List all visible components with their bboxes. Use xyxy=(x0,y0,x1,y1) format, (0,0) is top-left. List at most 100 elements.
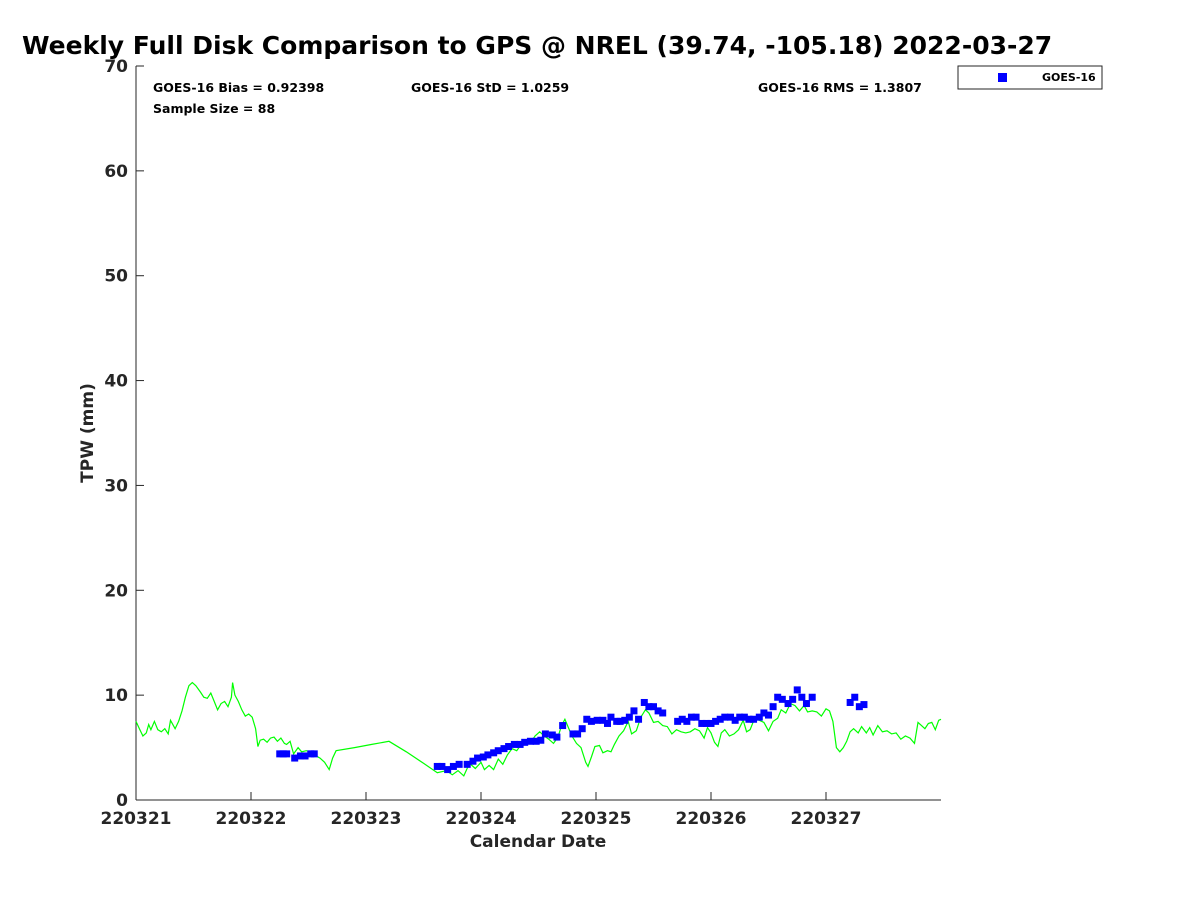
y-tick-label: 30 xyxy=(104,476,128,496)
data-point-goes16 xyxy=(640,698,648,706)
data-point-goes16 xyxy=(798,693,806,701)
x-tick-label: 220324 xyxy=(446,809,517,829)
data-point-goes16 xyxy=(479,753,487,761)
data-point-goes16 xyxy=(291,754,299,762)
data-point-goes16 xyxy=(650,703,657,711)
data-point-goes16 xyxy=(784,700,792,708)
data-point-goes16 xyxy=(494,747,502,755)
data-point-goes16 xyxy=(537,736,545,744)
x-tick-label: 220326 xyxy=(676,809,747,829)
data-point-goes16 xyxy=(521,738,529,746)
data-point-goes16 xyxy=(860,701,868,709)
data-point-goes16 xyxy=(698,719,706,727)
data-point-goes16 xyxy=(760,709,768,717)
sample-size-stat: Sample Size = 88 xyxy=(153,101,275,116)
data-point-goes16 xyxy=(736,713,744,721)
data-point-goes16 xyxy=(310,750,318,758)
data-point-goes16 xyxy=(455,760,463,768)
data-point-goes16 xyxy=(553,733,561,741)
x-tick-label: 220325 xyxy=(561,809,632,829)
y-tick-label: 50 xyxy=(104,267,128,287)
x-axis-label: Calendar Date xyxy=(470,832,607,852)
plot-area: 0 10 20 30 40 50 60 70 220321 220322 220323 220324… xyxy=(101,57,942,829)
data-point-goes16 xyxy=(607,713,615,721)
data-point-goes16 xyxy=(574,730,582,738)
data-point-goes16 xyxy=(721,713,729,721)
data-point-goes16 xyxy=(583,715,591,723)
y-tick-label: 20 xyxy=(104,581,128,601)
y-tick-label: 10 xyxy=(104,686,128,706)
data-point-goes16 xyxy=(444,766,452,774)
legend: GOES-16 xyxy=(957,65,1103,90)
data-point-goes16 xyxy=(727,713,735,721)
data-point-goes16 xyxy=(802,700,810,708)
legend-marker-goes16 xyxy=(998,73,1007,82)
x-axis-ticks: 220321 220322 220323 220324 220325 220326 2203… xyxy=(101,792,862,829)
data-point-goes16 xyxy=(469,757,477,765)
data-point-goes16 xyxy=(490,749,498,757)
data-point-goes16 xyxy=(778,695,786,703)
data-point-goes16 xyxy=(692,713,700,721)
data-point-goes16 xyxy=(593,716,601,724)
y-axis-label: TPW (mm) xyxy=(78,383,98,483)
y-tick-label: 60 xyxy=(104,162,128,182)
chart-title: Weekly Full Disk Comparison to GPS @ NRE… xyxy=(22,31,1052,60)
legend-label-goes16: GOES-16 xyxy=(1042,71,1096,84)
data-point-goes16 xyxy=(678,715,686,723)
data-point-goes16 xyxy=(526,737,534,745)
data-point-goes16 xyxy=(683,717,691,725)
data-point-goes16 xyxy=(774,693,782,701)
data-point-goes16 xyxy=(541,730,549,738)
data-point-goes16 xyxy=(463,760,471,768)
data-point-goes16 xyxy=(578,725,586,733)
legend-box xyxy=(957,65,1103,90)
data-point-goes16 xyxy=(301,752,309,760)
data-point-goes16 xyxy=(645,703,653,711)
x-tick-label: 220323 xyxy=(331,809,402,829)
data-point-goes16 xyxy=(625,713,633,721)
plot-background xyxy=(136,66,941,800)
data-point-goes16 xyxy=(516,740,524,748)
data-point-goes16 xyxy=(687,713,695,721)
data-point-goes16 xyxy=(712,717,720,725)
y-tick-label: 70 xyxy=(104,57,128,77)
data-point-goes16 xyxy=(621,716,629,724)
data-point-goes16 xyxy=(808,693,816,701)
data-point-goes16 xyxy=(702,719,710,727)
data-point-goes16 xyxy=(674,717,682,725)
x-tick-label: 220327 xyxy=(791,809,862,829)
x-tick-label: 220322 xyxy=(216,809,287,829)
data-point-goes16 xyxy=(484,751,492,759)
data-point-goes16 xyxy=(745,715,753,723)
data-point-goes16 xyxy=(587,717,595,725)
data-point-goes16 xyxy=(654,707,662,715)
series-line-gps xyxy=(135,681,942,777)
y-axis-ticks: 0 10 20 30 40 50 60 70 xyxy=(104,57,144,811)
bias-stat: GOES-16 Bias = 0.92398 xyxy=(153,80,324,95)
data-point-goes16 xyxy=(599,716,607,724)
data-point-goes16 xyxy=(283,750,291,758)
data-point-goes16 xyxy=(750,715,758,723)
data-point-goes16 xyxy=(635,715,643,723)
data-point-goes16 xyxy=(789,695,797,703)
data-point-goes16 xyxy=(793,686,801,694)
data-point-goes16 xyxy=(559,722,567,730)
data-point-goes16 xyxy=(769,703,777,711)
data-point-goes16 xyxy=(569,730,577,738)
series-layer xyxy=(135,681,942,777)
data-point-goes16 xyxy=(855,703,863,711)
x-tick-label: 220321 xyxy=(101,809,172,829)
data-point-goes16 xyxy=(716,715,724,723)
data-point-goes16 xyxy=(851,693,859,701)
data-point-goes16 xyxy=(755,713,763,721)
data-point-goes16 xyxy=(731,716,739,724)
data-point-goes16 xyxy=(765,711,772,719)
data-point-goes16 xyxy=(659,709,667,717)
data-point-goes16 xyxy=(707,719,715,727)
data-point-goes16 xyxy=(433,762,441,770)
std-stat: GOES-16 StD = 1.0259 xyxy=(411,80,569,95)
data-point-goes16 xyxy=(510,740,518,748)
data-point-goes16 xyxy=(604,719,611,727)
y-tick-label: 40 xyxy=(104,372,128,392)
